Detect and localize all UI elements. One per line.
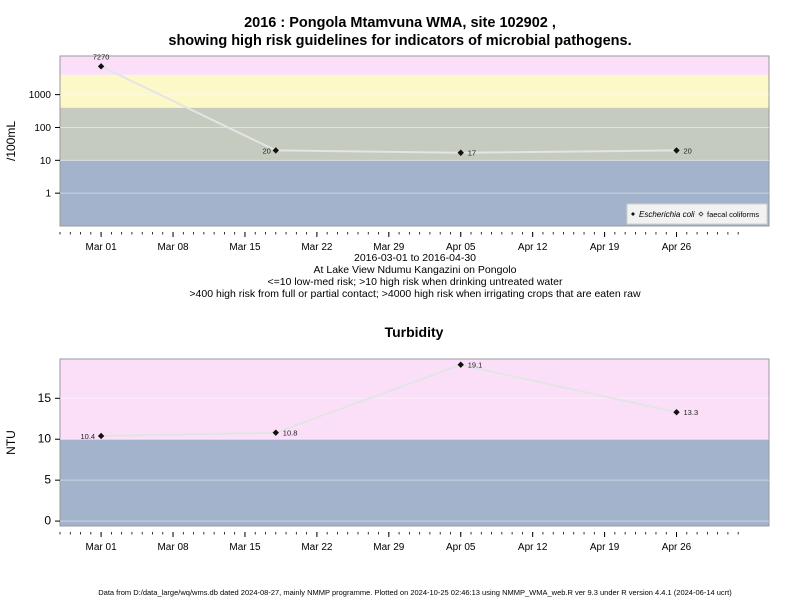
data-label: 17 <box>468 149 476 158</box>
data-label: 10.4 <box>80 432 95 441</box>
data-label: 19.1 <box>468 361 483 370</box>
y-tick-label: 100 <box>34 123 51 134</box>
series-line <box>100 65 677 154</box>
data-source-footer: Data from D:/data_large/wq/wms.db dated … <box>98 588 732 597</box>
x-tick-label: Apr 19 <box>590 242 620 253</box>
legend-coliform-marker <box>698 211 704 217</box>
x-tick-label: Mar 22 <box>301 542 333 553</box>
drinking-risk-note: <=10 low-med risk; >10 high risk when dr… <box>267 276 563 288</box>
x-tick-label: Apr 12 <box>518 542 548 553</box>
data-point <box>272 429 279 436</box>
data-point <box>457 361 464 368</box>
contact-risk-note: >400 high risk from full or partial cont… <box>189 288 641 300</box>
x-tick-label: Apr 12 <box>518 242 548 253</box>
turbidity-title: Turbidity <box>385 324 444 340</box>
chart-title-line-1: 2016 : Pongola Mtamvuna WMA, site 102902… <box>244 15 556 31</box>
y-tick-label: 10 <box>40 156 52 167</box>
data-point <box>272 147 279 154</box>
x-tick-label: Mar 15 <box>229 242 261 253</box>
x-tick-label: Mar 01 <box>86 542 118 553</box>
y-axis-label: NTU <box>4 430 18 455</box>
risk-band-1 <box>60 359 769 440</box>
y-tick-label: 10 <box>38 432 52 446</box>
chart-title-line-2: showing high risk guidelines for indicat… <box>168 33 632 49</box>
plot-frame <box>59 358 770 527</box>
y-tick-label: 0 <box>44 514 51 528</box>
data-label: 20 <box>684 146 692 155</box>
risk-band-0 <box>60 439 769 526</box>
data-point <box>97 63 105 70</box>
site-location-note: At Lake View Ndumu Kangazini on Pongolo <box>313 264 517 276</box>
x-tick-label: Mar 01 <box>86 242 118 253</box>
x-tick-label: Mar 15 <box>229 542 261 553</box>
y-tick-label: 15 <box>38 391 52 405</box>
data-label: 10.8 <box>283 429 298 438</box>
y-tick-label: 5 <box>44 473 51 487</box>
legend-ecoli-marker <box>631 212 635 216</box>
risk-band-3 <box>60 56 769 75</box>
y-axis-label: /100mL <box>4 121 18 161</box>
data-label: 20 <box>262 146 270 155</box>
x-tick-label: Apr 19 <box>590 542 620 553</box>
x-tick-label: Mar 08 <box>157 242 189 253</box>
series-line <box>101 363 677 437</box>
data-label: 7270 <box>93 52 110 61</box>
legend-box <box>626 203 768 225</box>
date-range-note: 2016-03-01 to 2016-04-30 <box>353 252 476 264</box>
plot-frame <box>59 55 770 227</box>
x-tick-label: Mar 29 <box>373 242 405 253</box>
legend-entry: Escherichia coli <box>639 210 695 219</box>
x-tick-label: Mar 08 <box>157 542 189 553</box>
x-tick-label: Mar 22 <box>301 242 333 253</box>
data-point <box>673 409 680 416</box>
x-tick-label: Apr 05 <box>446 242 476 253</box>
x-tick-label: Apr 26 <box>662 242 692 253</box>
x-tick-label: Mar 29 <box>373 542 405 553</box>
y-tick-label: 1 <box>45 189 51 200</box>
data-point <box>457 149 464 156</box>
legend-entry: faecal coliforms <box>707 210 759 219</box>
data-point <box>673 147 680 154</box>
data-label: 13.3 <box>684 408 699 417</box>
risk-band-2 <box>60 74 769 108</box>
y-tick-label: 1000 <box>29 90 52 101</box>
x-tick-label: Apr 05 <box>446 542 476 553</box>
data-point <box>97 432 105 440</box>
x-tick-label: Apr 26 <box>662 542 692 553</box>
